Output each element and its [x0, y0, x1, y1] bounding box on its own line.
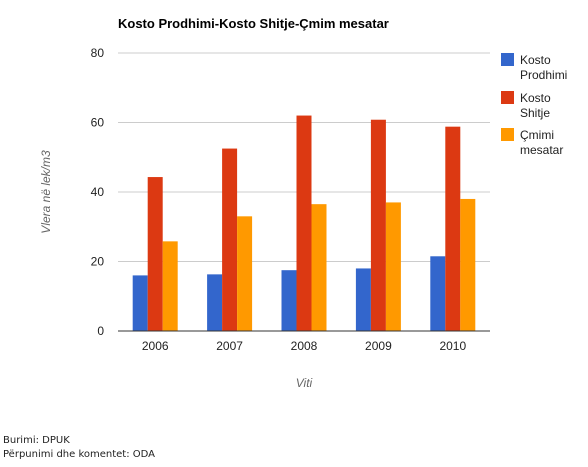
x-tick-label: 2007 [216, 339, 243, 353]
y-tick-label: 60 [91, 116, 105, 130]
chart-title: Kosto Prodhimi-Kosto Shitje-Çmim mesatar [118, 16, 389, 31]
bar-kosto-prodhimi-2008 [281, 270, 297, 331]
bar-kosto-shitje-2006 [147, 177, 163, 331]
y-axis-label: Vlera në lek/m3 [39, 150, 53, 234]
legend: Kosto Prodhimi Kosto Shitje Çmimi mesatar [501, 53, 567, 157]
y-tick-label: 40 [91, 185, 105, 199]
x-tick-label: 2008 [291, 339, 318, 353]
bar-kosto-prodhimi-2007 [207, 274, 223, 331]
x-tick-labels: 2006 2007 2008 2009 2010 [142, 339, 467, 353]
x-tick-label: 2006 [142, 339, 169, 353]
bar-kosto-prodhimi-2010 [430, 256, 446, 331]
y-tick-label: 80 [91, 46, 105, 60]
source-credit: Burimi: DPUK [3, 435, 70, 446]
legend-swatch [501, 91, 514, 104]
legend-label: Çmimi mesatar [520, 128, 563, 157]
legend-swatch [501, 128, 514, 141]
legend-swatch [501, 53, 514, 66]
x-axis-label: Viti [296, 376, 313, 390]
y-tick-label: 20 [91, 255, 105, 269]
bar-kosto-shitje-2009 [370, 119, 386, 331]
legend-label: Kosto Shitje [520, 91, 551, 120]
bar-kosto-shitje-2008 [296, 115, 312, 331]
bar--mimi-mesatar-2010 [460, 198, 476, 331]
bar-kosto-prodhimi-2009 [355, 268, 371, 331]
legend-label: Kosto Prodhimi [520, 53, 567, 82]
bars [132, 115, 476, 331]
bar--mimi-mesatar-2006 [162, 241, 178, 331]
bar-kosto-shitje-2010 [445, 126, 461, 331]
bar--mimi-mesatar-2007 [237, 216, 253, 331]
bar-kosto-prodhimi-2006 [132, 275, 148, 331]
processing-credit: Përpunimi dhe komentet: ODA [3, 449, 156, 460]
x-tick-label: 2009 [365, 339, 392, 353]
x-tick-label: 2010 [439, 339, 466, 353]
bar--mimi-mesatar-2009 [385, 202, 401, 331]
y-tick-labels: 0 20 40 60 80 [91, 46, 105, 338]
y-tick-label: 0 [97, 324, 104, 338]
bar--mimi-mesatar-2008 [311, 204, 327, 331]
bar-kosto-shitje-2007 [222, 148, 238, 331]
